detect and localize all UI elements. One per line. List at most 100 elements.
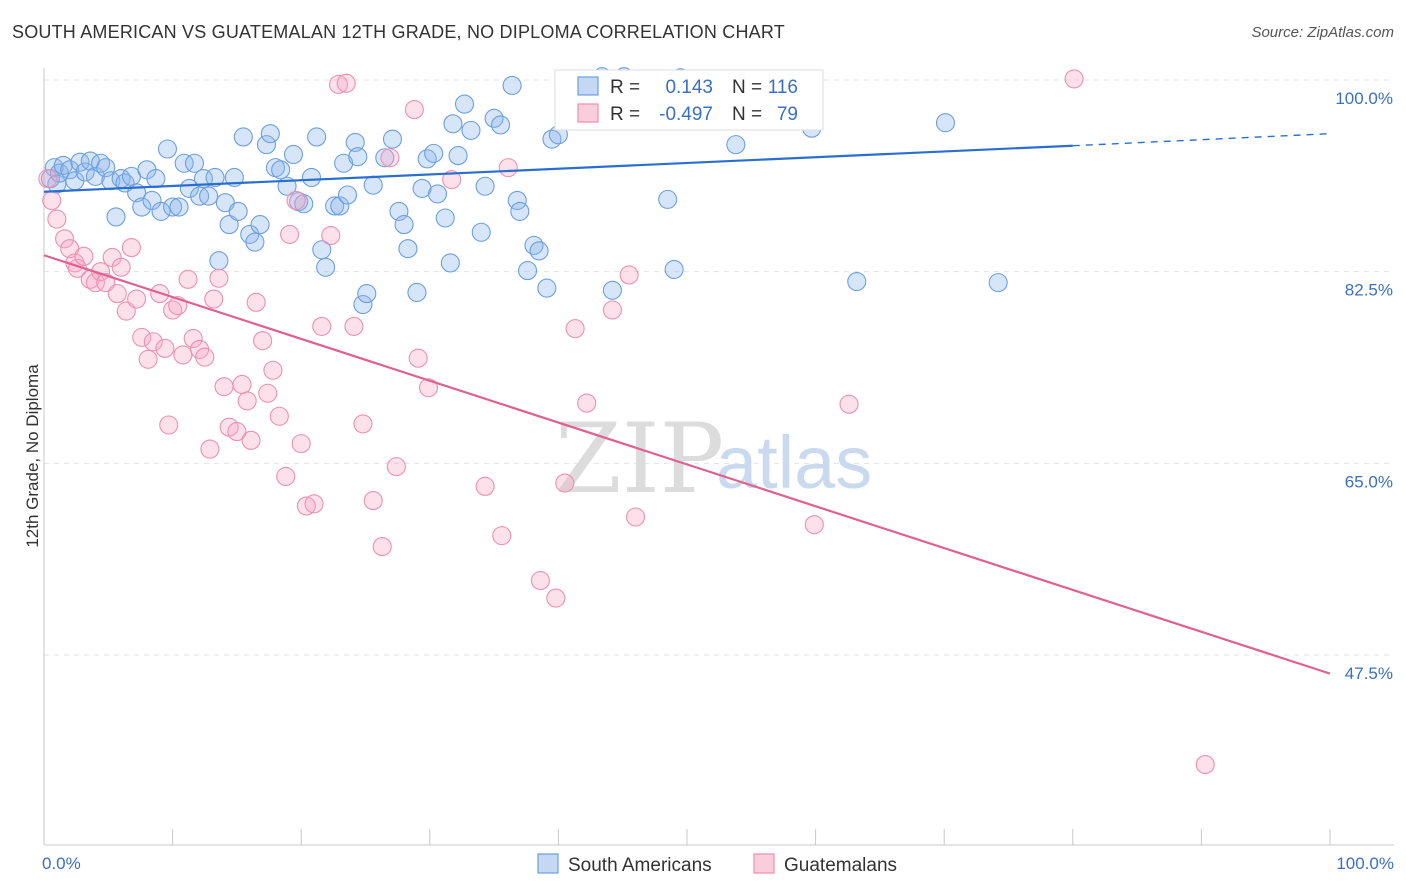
data-point [847, 271, 867, 292]
y-tick-label: 100.0% [1335, 89, 1393, 108]
data-point [804, 515, 824, 535]
series-south-americans-points [40, 67, 1008, 315]
data-point [96, 273, 116, 293]
data-point [200, 439, 220, 459]
data-point [529, 241, 549, 261]
data-point [204, 289, 224, 309]
data-point [424, 143, 444, 163]
x-tick-marks [172, 829, 1331, 845]
legend-r-label-2: R = [610, 104, 640, 125]
data-point [42, 190, 62, 211]
data-point [174, 153, 194, 173]
data-point [510, 201, 530, 221]
data-point [219, 215, 239, 235]
data-point [380, 148, 400, 168]
data-point [106, 207, 126, 227]
data-point [454, 94, 475, 114]
legend-swatch-pink [577, 103, 599, 123]
data-point [205, 167, 225, 188]
axes [43, 68, 1394, 846]
x-tick-label-min: 0.0% [42, 854, 81, 873]
data-point [404, 100, 424, 120]
data-point [524, 235, 544, 255]
legend-r-value-2: -0.497 [659, 104, 713, 125]
data-point [157, 139, 178, 159]
data-point [602, 280, 622, 300]
data-point [173, 345, 193, 365]
data-point [271, 160, 291, 180]
legend-swatch-blue [577, 76, 599, 96]
data-point [155, 338, 175, 358]
legend-box: R = 0.143 N = 116 R = -0.497 N = 79 [554, 69, 824, 131]
data-point [336, 73, 356, 93]
chart-title: SOUTH AMERICAN VS GUATEMALAN 12TH GRADE,… [12, 22, 785, 42]
data-point [143, 332, 163, 352]
data-point [498, 158, 518, 178]
data-point [294, 194, 314, 214]
data-point [407, 282, 427, 303]
data-point [357, 284, 377, 304]
data-point [408, 348, 428, 368]
data-point [353, 294, 373, 315]
data-point [232, 374, 252, 395]
bottom-legend-swatch-blue [537, 853, 559, 874]
trend-line-guatemalans [43, 254, 1331, 675]
data-point [283, 144, 304, 165]
data-point [337, 185, 358, 205]
data-point [312, 240, 332, 260]
data-point [418, 378, 439, 398]
legend-n-value-2: 79 [777, 104, 798, 125]
data-point [228, 201, 248, 221]
data-point [839, 394, 859, 414]
data-point [307, 127, 327, 147]
data-point [517, 261, 538, 281]
legend-r-label-1: R = [610, 77, 640, 98]
watermark-zip: ZIP [555, 403, 724, 515]
data-point [296, 496, 316, 516]
data-point [316, 257, 336, 277]
data-point [258, 383, 278, 403]
data-point [619, 265, 639, 285]
data-point [417, 149, 437, 169]
grid-lines [44, 79, 1394, 656]
data-point [146, 169, 166, 189]
data-point [363, 175, 383, 195]
data-point [555, 473, 575, 493]
data-point [334, 153, 354, 173]
data-point [344, 316, 364, 336]
data-point [227, 422, 247, 442]
data-point [74, 246, 94, 266]
data-point [658, 189, 678, 209]
data-point [237, 391, 257, 411]
trend-line-south-americans [43, 144, 1073, 193]
watermark-atlas: atlas [716, 421, 872, 504]
data-point [214, 377, 234, 397]
data-point [263, 360, 283, 380]
y-tick-label: 65.0% [1345, 472, 1393, 491]
data-point [151, 201, 171, 221]
y-axis-label: 12th Grade, No Diploma [23, 364, 42, 548]
data-point [183, 328, 203, 349]
data-point [253, 331, 273, 351]
data-point [291, 434, 311, 454]
x-tick-label-max: 100.0% [1336, 854, 1394, 873]
data-point [163, 197, 183, 217]
data-point [304, 494, 324, 514]
data-point [138, 349, 158, 369]
data-point [435, 208, 455, 228]
data-point [565, 319, 585, 339]
data-point [55, 229, 75, 249]
data-point [507, 190, 527, 211]
data-point [132, 327, 152, 347]
data-point [348, 147, 368, 167]
data-point [386, 457, 406, 477]
data-point [382, 129, 403, 149]
data-point [475, 476, 495, 496]
data-point [1064, 69, 1084, 89]
data-point [537, 278, 557, 298]
bottom-legend: South Americans Guatemalans [537, 853, 897, 876]
data-point [209, 251, 229, 271]
trend-lines [43, 132, 1331, 675]
data-point [233, 127, 253, 147]
